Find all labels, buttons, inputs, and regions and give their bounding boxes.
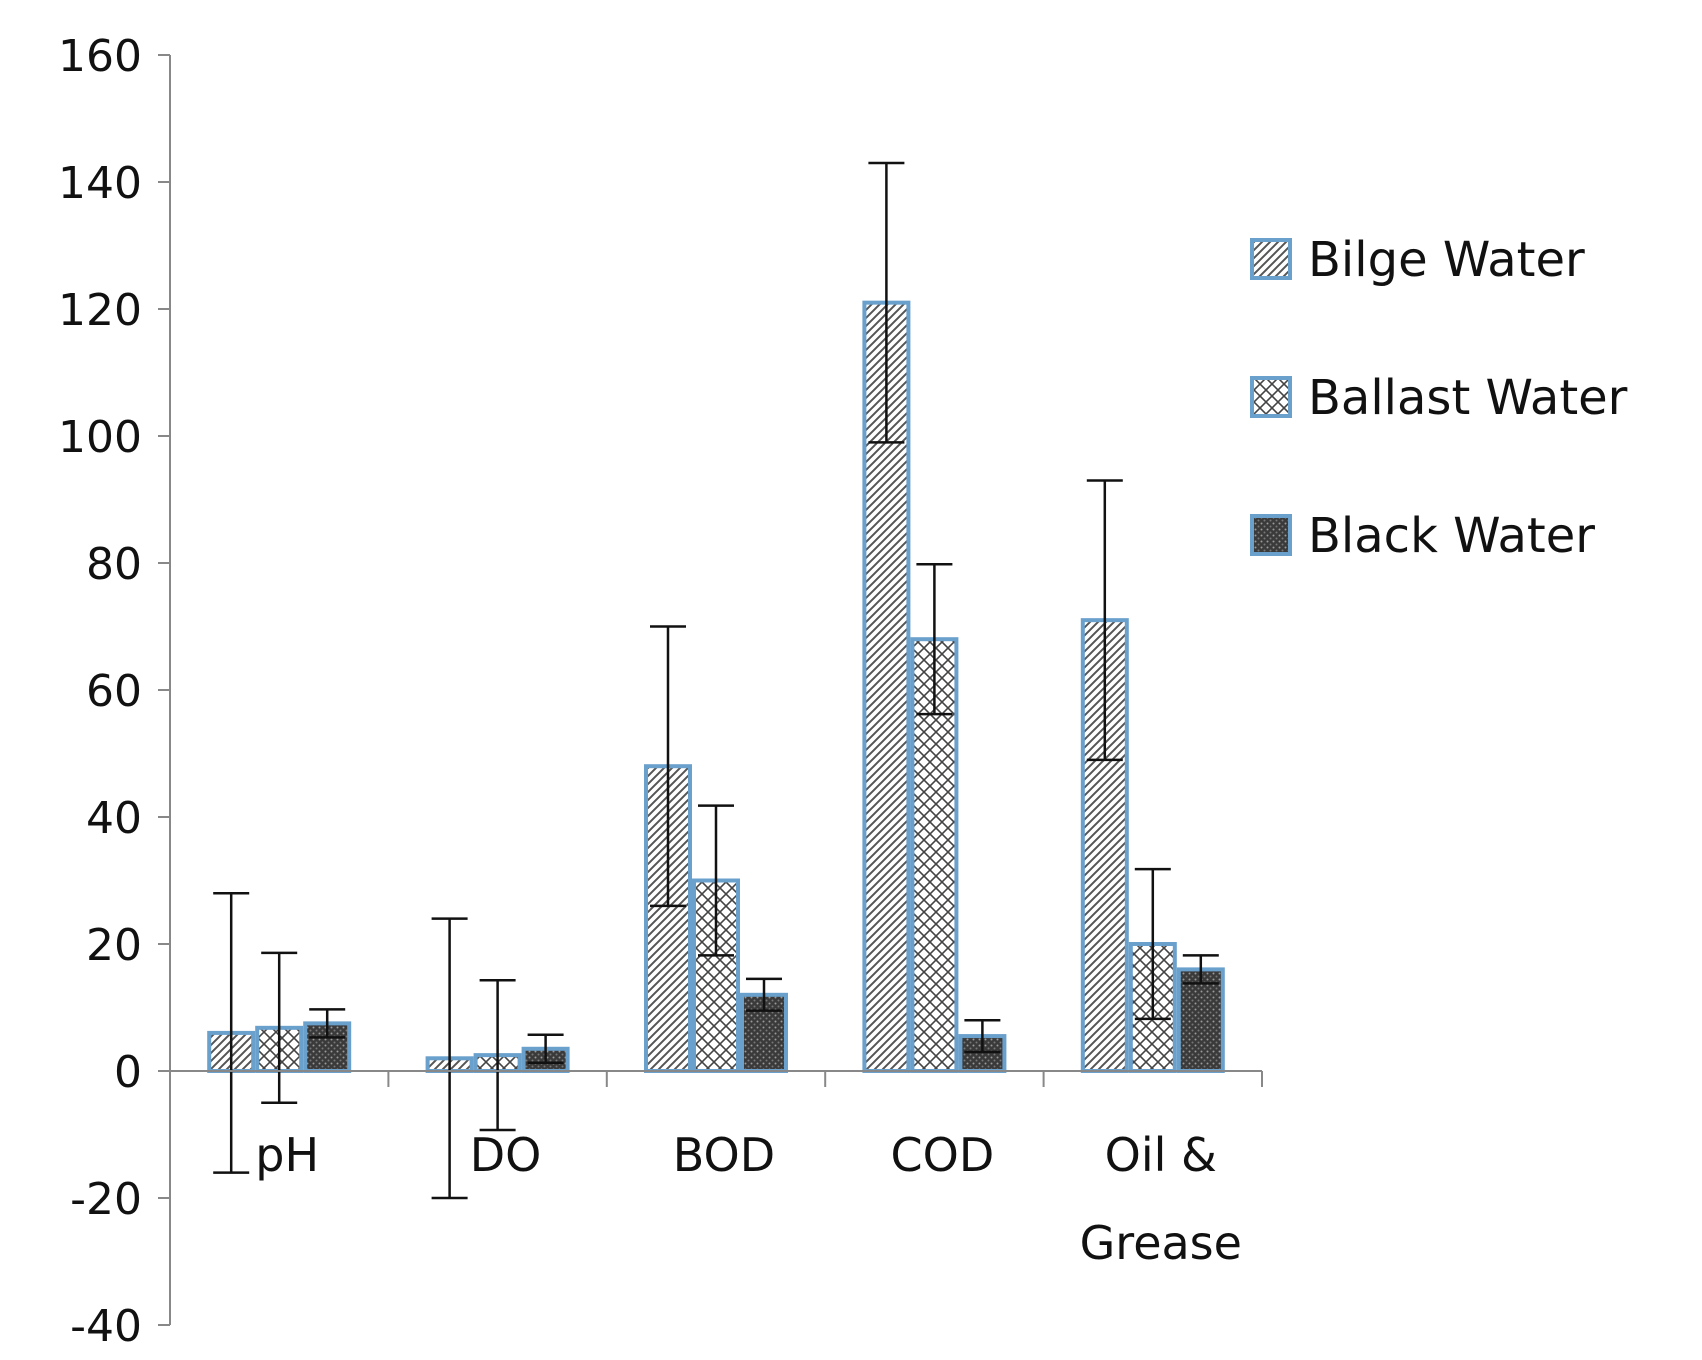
legend-swatch (1250, 238, 1292, 280)
y-tick-label: 100 (58, 412, 142, 463)
legend: Bilge Water Ballast Water Black Water (1250, 232, 1628, 564)
y-axis-ticks: 160 140 120 100 80 60 40 20 0 -20 -40 (58, 31, 142, 1352)
y-tick-label: 120 (58, 285, 142, 336)
y-tick-label: -20 (70, 1174, 142, 1225)
y-tick-label: 40 (86, 793, 142, 844)
y-tick-label: 20 (86, 920, 142, 971)
category-label: COD (891, 1128, 995, 1182)
y-tick-label: 0 (114, 1047, 142, 1098)
axes (158, 54, 1263, 1326)
legend-label: Ballast Water (1308, 370, 1628, 426)
category-label: BOD (673, 1128, 775, 1182)
category-label: Oil & (1105, 1128, 1217, 1182)
category-label: Grease (1080, 1216, 1242, 1270)
error-bars (213, 161, 1219, 1200)
y-tick-label: 140 (58, 158, 142, 209)
legend-label: Bilge Water (1308, 232, 1585, 288)
y-tick-label: 80 (86, 539, 142, 590)
bar (1176, 967, 1225, 1074)
category-labels: pH DO BOD COD Oil & Grease (255, 1128, 1242, 1270)
legend-swatch (1250, 514, 1292, 556)
category-label: DO (470, 1128, 542, 1182)
legend-swatch (1250, 376, 1292, 418)
legend-label: Black Water (1308, 508, 1595, 564)
y-tick-label: 160 (58, 31, 142, 82)
category-label: pH (255, 1128, 319, 1182)
y-tick-label: -40 (70, 1301, 142, 1352)
y-tick-label: 60 (86, 666, 142, 717)
